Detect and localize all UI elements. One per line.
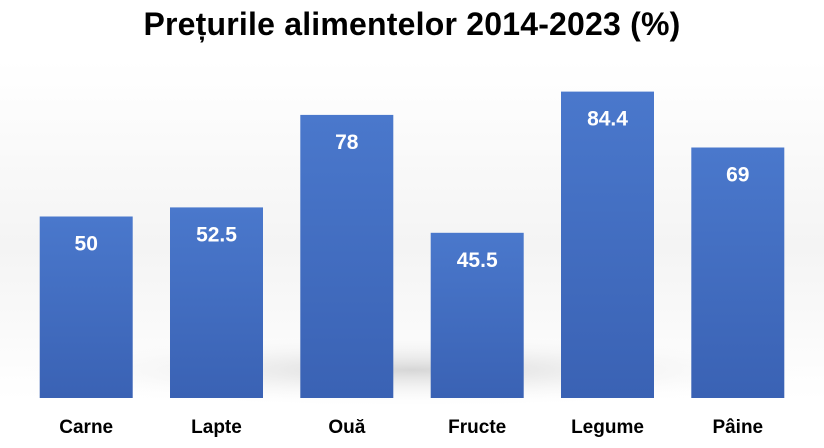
- chart-title: Prețurile alimentelor 2014-2023 (%): [143, 6, 681, 42]
- data-label-fructe: 45.5: [457, 249, 498, 272]
- data-labels-layer: 50 52.5 78 45.5 84.4 69: [75, 108, 750, 272]
- category-label-ouă: Ouă: [328, 417, 365, 438]
- data-label-carne: 50: [75, 233, 98, 256]
- category-label-carne: Carne: [59, 417, 113, 438]
- bars-layer: [39, 91, 785, 399]
- bar-lapte: [170, 207, 263, 398]
- category-label-pâine: Pâine: [712, 417, 763, 438]
- bar-fructe: [430, 232, 524, 398]
- bar-legume: [561, 91, 654, 398]
- data-label-legume: 84.4: [587, 108, 628, 131]
- data-label-pâine: 69: [726, 164, 749, 187]
- bar-carne: [39, 216, 133, 398]
- data-label-ouă: 78: [335, 131, 359, 154]
- category-labels-layer: Carne Lapte Ouă Fructe Legume Pâine: [59, 417, 763, 438]
- bar-ouă: [300, 114, 394, 399]
- category-label-fructe: Fructe: [448, 417, 506, 438]
- category-label-legume: Legume: [571, 417, 644, 438]
- category-label-lapte: Lapte: [191, 417, 242, 438]
- bar-pâine: [691, 147, 785, 398]
- data-label-lapte: 52.5: [196, 223, 237, 246]
